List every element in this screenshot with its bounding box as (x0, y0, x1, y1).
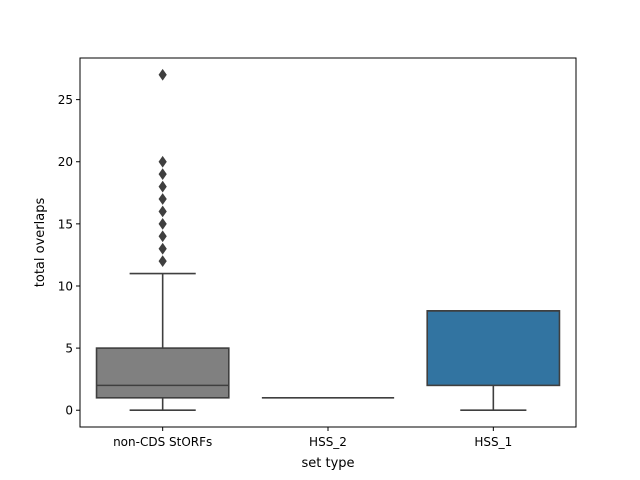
y-tick-label: 0 (65, 404, 73, 418)
y-tick-label: 5 (65, 342, 73, 356)
x-tick-label: HSS_2 (309, 435, 347, 449)
box-group (95, 68, 230, 412)
box-body (95, 347, 230, 399)
x-axis-label: set type (301, 456, 354, 471)
outlier-point (158, 205, 167, 218)
x-tick-label: non-CDS StORFs (113, 435, 212, 449)
y-axis-label: total overlaps (33, 198, 48, 288)
plot-layer (95, 68, 561, 412)
y-tick-label: 15 (58, 217, 73, 231)
outlier-point (158, 242, 167, 255)
outlier-point (158, 168, 167, 181)
outlier-point (158, 180, 167, 193)
outlier-point (158, 68, 167, 81)
x-axis: non-CDS StORFs HSS_2 HSS_1 (113, 427, 512, 449)
y-tick-label: 10 (58, 279, 73, 293)
outlier-point (158, 155, 167, 168)
outlier-point (158, 230, 167, 243)
y-axis: 0 5 10 15 20 25 (58, 93, 80, 418)
y-tick-label: 20 (58, 155, 73, 169)
y-tick-label: 25 (58, 93, 73, 107)
outlier-point (158, 255, 167, 268)
box-body (426, 310, 561, 387)
outlier-point (158, 193, 167, 205)
outlier-point (158, 217, 167, 230)
box-group (426, 310, 561, 412)
x-tick-label: HSS_1 (474, 435, 512, 449)
